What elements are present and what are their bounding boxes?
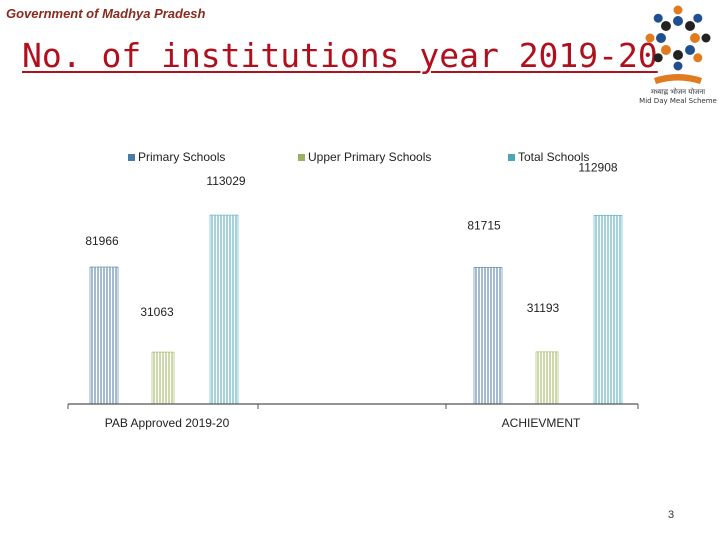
x-tick-label: PAB Approved 2019-20 xyxy=(105,416,230,430)
logo-caption-hindi: मध्याह्न भोजन योजना xyxy=(650,88,706,96)
legend-swatch xyxy=(298,154,305,161)
data-label: 112908 xyxy=(578,160,617,174)
logo-caption-english: Mid Day Meal Scheme xyxy=(639,97,717,105)
data-label: 31193 xyxy=(527,301,560,315)
chart-legend: Primary Schools Upper Primary Schools Tota… xyxy=(128,150,589,164)
page-number: 3 xyxy=(668,509,675,521)
legend-swatch xyxy=(508,154,515,161)
legend-label: Primary Schools xyxy=(138,150,225,164)
data-label: 113029 xyxy=(206,174,245,188)
legend-swatch xyxy=(128,154,135,161)
chart-data-labels: 81966 31063 113029 81715 31193 112908 xyxy=(85,160,618,319)
legend-label: Total Schools xyxy=(518,150,589,164)
x-tick-label: ACHIEVMENT xyxy=(502,416,581,430)
mid-day-meal-logo-icon xyxy=(645,5,711,84)
chart-x-axis: PAB Approved 2019-20 ACHIEVMENT xyxy=(67,403,639,430)
government-label: Government of Madhya Pradesh xyxy=(6,6,206,21)
legend-label: Upper Primary Schools xyxy=(308,150,431,164)
page-title: No. of institutions year 2019-20 xyxy=(22,36,658,75)
logo-caption: मध्याह्न भोजन योजना Mid Day Meal Scheme xyxy=(636,88,720,106)
data-label: 81715 xyxy=(467,218,501,232)
data-label: 81966 xyxy=(85,234,119,248)
chart-bars xyxy=(89,214,623,405)
data-label: 31063 xyxy=(140,305,174,319)
